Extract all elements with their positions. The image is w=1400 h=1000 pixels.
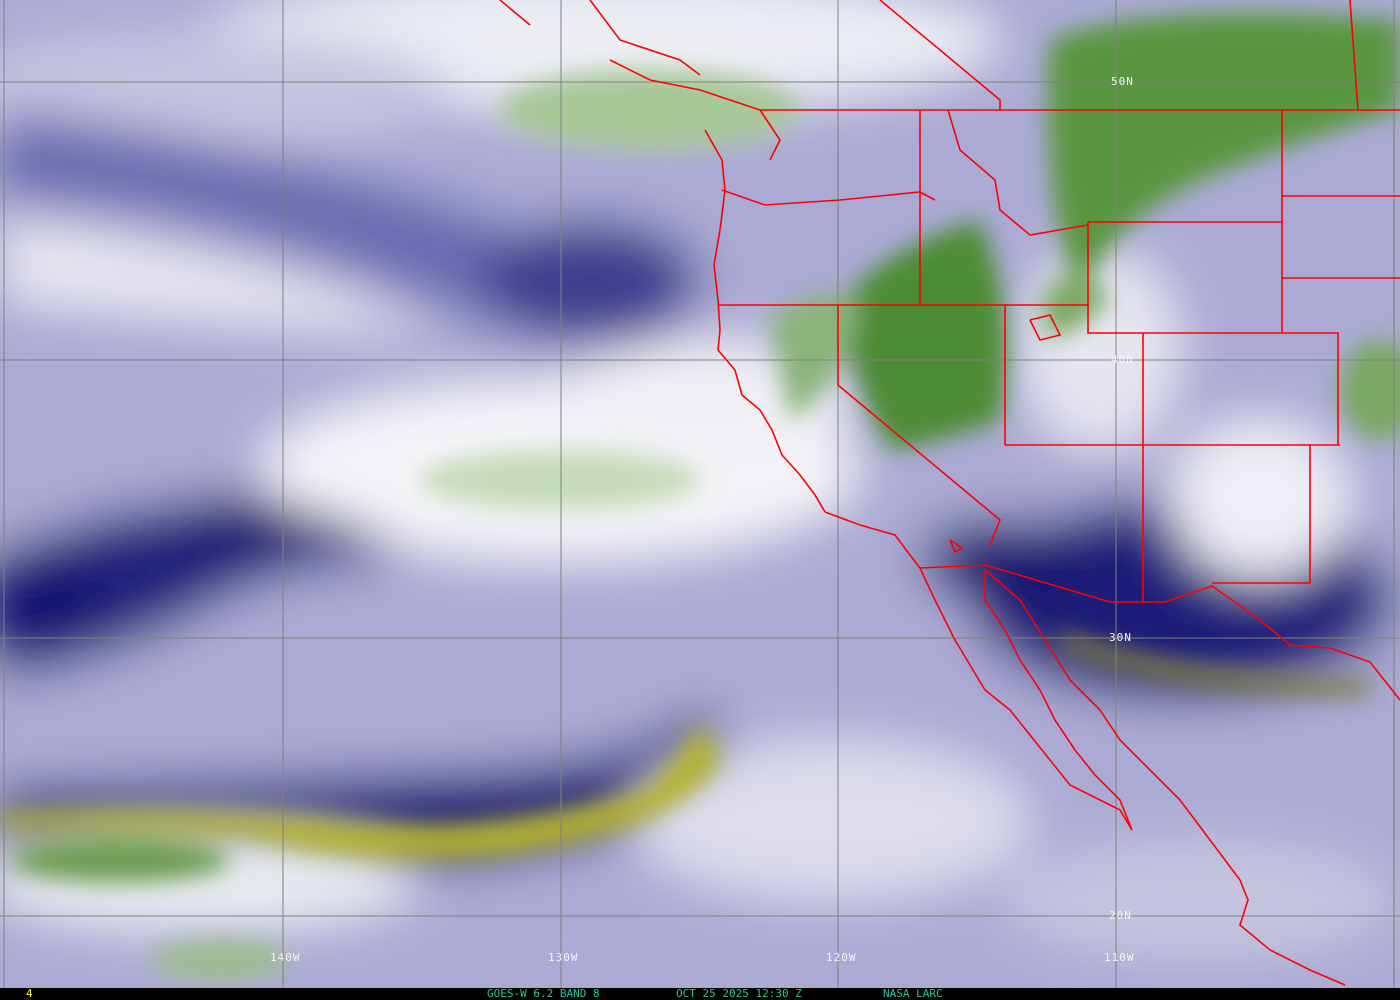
coastline-mexico xyxy=(984,569,1346,986)
coastline-baja-west xyxy=(824,511,1133,831)
credit: NASA LARC xyxy=(883,987,943,1000)
image-datetime: OCT 25 2025 12:30 Z xyxy=(676,987,802,1000)
lat-label-40n: 40N xyxy=(1111,353,1134,366)
lat-label-30n: 30N xyxy=(1109,631,1132,644)
footer-bar: 4 GOES-W 6.2 BAND 8 OCT 25 2025 12:30 Z … xyxy=(0,988,1400,1000)
lat-label-20n: 20N xyxy=(1109,909,1132,922)
political-boundaries xyxy=(499,0,1400,986)
lon-label-120w: 120W xyxy=(826,951,857,964)
lon-label-110w: 110W xyxy=(1104,951,1135,964)
cloud-and-dry-features xyxy=(0,13,1400,980)
coastline-us xyxy=(704,129,826,513)
satellite-band: GOES-W 6.2 BAND 8 xyxy=(487,987,600,1000)
frame-number: 4 xyxy=(26,987,33,1000)
us-mexico-border xyxy=(919,564,1400,701)
lat-label-50n: 50N xyxy=(1111,75,1134,88)
lon-label-140w: 140W xyxy=(270,951,301,964)
coastline-baja-east xyxy=(984,570,1133,831)
lon-label-130w: 130W xyxy=(548,951,579,964)
